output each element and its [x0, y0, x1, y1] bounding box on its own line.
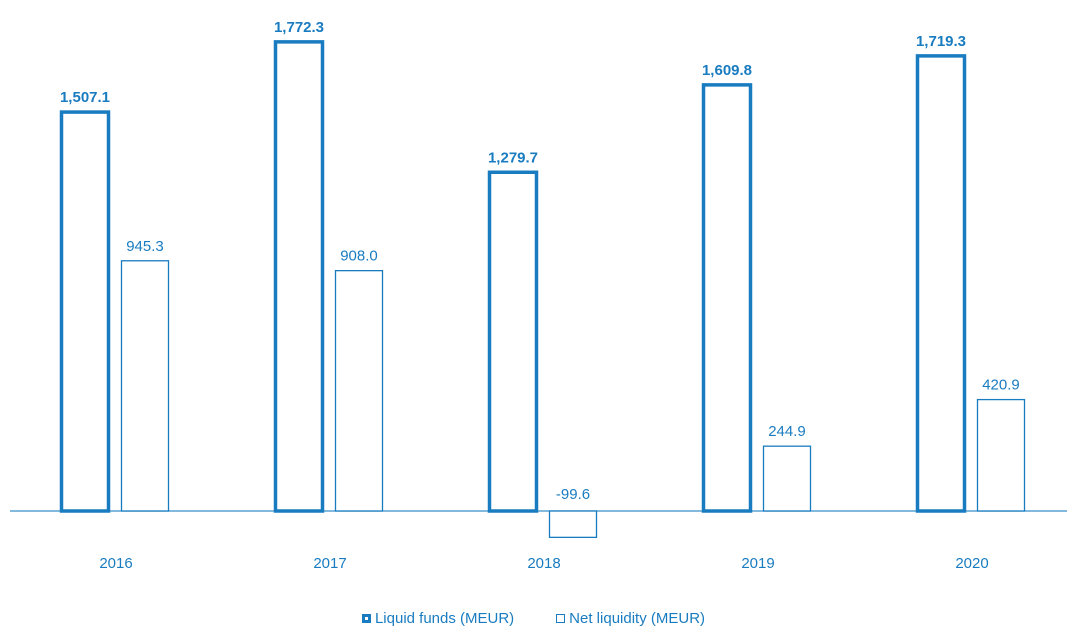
bar-net-liquidity-2019 [762, 445, 812, 512]
x-axis-tick-labels: 2016 2017 2018 2019 2020 [99, 555, 988, 572]
bar-net-liquidity-2020 [976, 398, 1026, 512]
bar-liquid-funds-2018 [487, 170, 539, 513]
x-tick-label-2020: 2020 [955, 555, 988, 572]
data-label-net-liquidity-2018: -99.6 [556, 486, 590, 503]
bar-net-liquidity-2018 [548, 510, 598, 539]
data-label-liquid-funds-2017: 1,772.3 [274, 19, 324, 36]
value-labels-layer: 1,507.1 1,772.3 1,279.7 1,609.8 1,719.3 945.3… [60, 19, 1020, 503]
data-label-liquid-funds-2016: 1,507.1 [60, 89, 110, 106]
bar-liquid-funds-2017 [273, 40, 325, 513]
data-label-net-liquidity-2017: 908.0 [340, 248, 378, 265]
legend-label-net-liquidity: Net liquidity (MEUR) [569, 610, 706, 627]
bar-liquid-funds-2019 [701, 83, 753, 513]
x-tick-label-2019: 2019 [741, 555, 774, 572]
bar-liquid-funds-2016 [59, 110, 111, 513]
x-tick-label-2017: 2017 [313, 555, 346, 572]
legend-label-liquid-funds: Liquid funds (MEUR) [374, 610, 515, 627]
x-tick-label-2016: 2016 [99, 555, 132, 572]
x-tick-label-2018: 2018 [527, 555, 560, 572]
data-label-liquid-funds-2019: 1,609.8 [702, 62, 752, 79]
legend-item-net-liquidity: Net liquidity (MEUR) [556, 610, 705, 627]
bar-net-liquidity-2016 [120, 260, 170, 512]
bar-chart: 1,507.1 1,772.3 1,279.7 1,609.8 1,719.3 945.3… [10, 19, 1067, 572]
data-label-net-liquidity-2016: 945.3 [126, 238, 164, 255]
legend-swatch-liquid-funds [361, 614, 371, 623]
bar-net-liquidity-2017 [334, 270, 384, 512]
legend-item-liquid-funds: Liquid funds (MEUR) [361, 610, 515, 627]
bar-liquid-funds-2020 [915, 54, 967, 513]
bars-layer [59, 40, 1026, 539]
legend-swatch-net-liquidity [556, 614, 566, 623]
data-label-net-liquidity-2019: 244.9 [768, 423, 806, 440]
data-label-liquid-funds-2018: 1,279.7 [488, 149, 538, 166]
data-label-net-liquidity-2020: 420.9 [982, 377, 1020, 394]
legend: Liquid funds (MEUR) Net liquidity (MEUR) [0, 610, 1067, 627]
data-label-liquid-funds-2020: 1,719.3 [916, 33, 966, 50]
